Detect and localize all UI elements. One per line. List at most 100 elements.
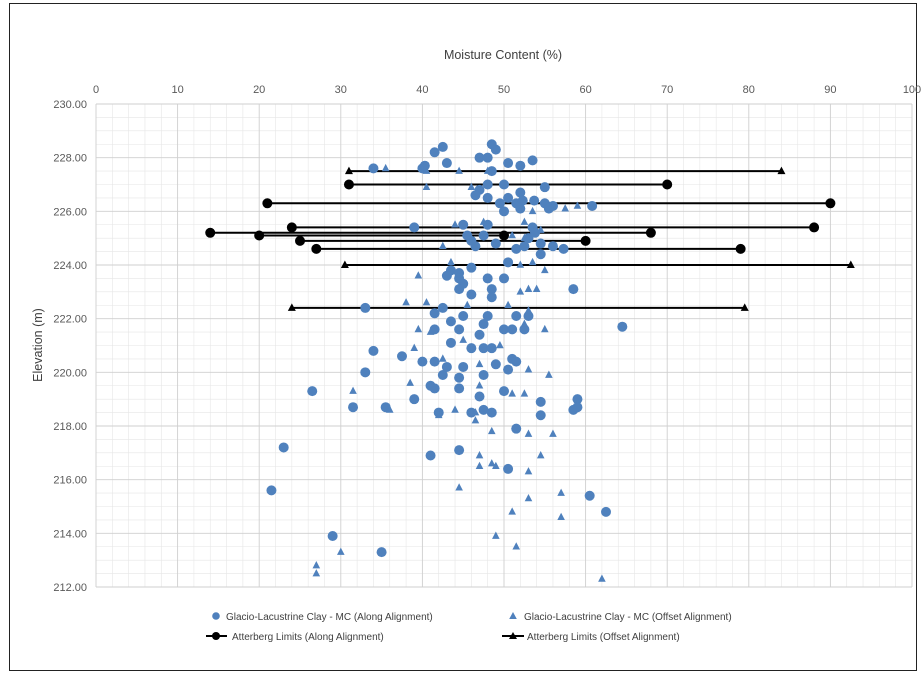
- mc-point-offset: [487, 426, 496, 435]
- mc-point-along: [429, 383, 440, 394]
- legend-label: Glacio-Lacustrine Clay - MC (Along Align…: [226, 612, 433, 623]
- mc-point-offset: [598, 574, 606, 582]
- mc-point-along: [454, 383, 465, 394]
- mc-point-along: [437, 141, 448, 152]
- legend-item-mc-offset: Glacio-Lacustrine Clay - MC (Offset Alig…: [509, 612, 732, 623]
- atterberg-limit-marker: [825, 198, 836, 209]
- mc-point-offset: [516, 287, 525, 295]
- mc-point-along: [543, 203, 554, 214]
- mc-point-along: [368, 345, 379, 356]
- y-tick-label: 216.00: [53, 475, 87, 487]
- mc-point-along: [368, 163, 379, 174]
- y-tick-label: 214.00: [53, 528, 87, 540]
- mc-point-along: [486, 343, 497, 354]
- y-tick-label: 218.00: [53, 421, 87, 433]
- mc-point-offset: [573, 201, 582, 209]
- mc-point-along: [474, 391, 485, 402]
- mc-point-along: [511, 243, 522, 254]
- mc-point-along: [478, 230, 489, 241]
- mc-point-offset: [312, 561, 321, 569]
- atterberg-limit-marker: [344, 166, 353, 175]
- atterberg-limit-marker: [846, 260, 855, 268]
- mc-point-offset: [520, 217, 529, 225]
- x-tick-label: 100: [903, 84, 921, 96]
- y-tick-label: 220.00: [53, 367, 87, 379]
- mc-point-along: [360, 302, 371, 313]
- mc-point-offset: [455, 483, 463, 491]
- mc-point-along: [376, 547, 387, 558]
- atterberg-limit-marker: [809, 222, 820, 233]
- mc-point-offset: [475, 451, 484, 459]
- mc-point-along: [474, 152, 485, 163]
- mc-point-along: [535, 410, 546, 421]
- mc-point-along: [437, 302, 448, 313]
- mc-point-offset: [463, 300, 472, 309]
- mc-point-along: [478, 343, 489, 354]
- mc-point-along: [445, 316, 456, 327]
- mc-point-offset: [483, 166, 492, 174]
- atterberg-limit-marker: [340, 260, 349, 268]
- mc-point-offset: [512, 542, 521, 550]
- mc-point-along: [539, 182, 550, 193]
- mc-point-along: [482, 192, 493, 203]
- mc-point-offset: [349, 386, 357, 394]
- mc-point-along: [466, 262, 477, 273]
- mc-point-offset: [524, 429, 533, 437]
- mc-point-along: [515, 160, 526, 171]
- mc-point-along: [441, 361, 452, 372]
- mc-point-along: [445, 337, 456, 348]
- mc-point-along: [486, 292, 497, 303]
- mc-point-offset: [406, 378, 414, 386]
- mc-point-along: [429, 356, 440, 367]
- y-tick-label: 224.00: [53, 260, 87, 272]
- atterberg-limit-marker: [499, 230, 509, 241]
- y-tick-label: 222.00: [53, 314, 87, 326]
- mc-point-along: [454, 284, 465, 295]
- mc-point-offset: [557, 488, 565, 496]
- x-tick-label: 20: [253, 84, 265, 96]
- mc-point-along: [470, 241, 481, 252]
- mc-point-along: [429, 147, 440, 158]
- mc-point-along: [278, 442, 289, 453]
- mc-point-along: [397, 351, 407, 362]
- mc-point-offset: [541, 265, 549, 274]
- mc-point-along: [425, 450, 436, 461]
- mc-point-along: [458, 310, 469, 321]
- mc-point-offset: [508, 230, 516, 239]
- mc-point-along: [601, 506, 611, 517]
- mc-point-along: [429, 308, 440, 319]
- legend-label: Atterberg Limits (Offset Alignment): [527, 632, 680, 643]
- mc-point-along: [482, 152, 493, 163]
- x-tick-label: 0: [93, 84, 99, 96]
- x-axis-title: Moisture Content (%): [444, 48, 562, 62]
- legend: Glacio-Lacustrine Clay - MC (Along Align…: [206, 612, 732, 643]
- mc-point-offset: [410, 343, 419, 351]
- mc-point-offset: [312, 569, 321, 577]
- mc-point-along: [499, 324, 509, 335]
- mc-point-offset: [475, 381, 484, 389]
- legend-label: Glacio-Lacustrine Clay - MC (Offset Alig…: [524, 612, 732, 623]
- mc-point-along: [409, 222, 420, 233]
- atterberg-limit-marker: [295, 235, 305, 246]
- x-tick-label: 40: [416, 84, 428, 96]
- mc-point-offset: [524, 284, 533, 292]
- x-tick-label: 10: [171, 84, 183, 96]
- mc-point-along: [419, 160, 430, 171]
- legend-item-atterberg-offset: Atterberg Limits (Offset Alignment): [502, 632, 680, 643]
- mc-point-along: [417, 356, 428, 367]
- mc-point-along: [558, 243, 569, 254]
- y-tick-label: 228.00: [53, 153, 87, 165]
- mc-point-offset: [434, 410, 443, 419]
- mc-point-offset: [402, 298, 410, 306]
- mc-point-along: [409, 394, 420, 405]
- mc-point-along: [478, 404, 489, 415]
- mc-point-offset: [492, 531, 500, 539]
- mc-point-along: [441, 270, 452, 281]
- mc-point-along: [327, 531, 338, 542]
- x-tick-label: 70: [661, 84, 673, 96]
- mc-point-offset: [459, 335, 467, 343]
- mc-point-offset: [479, 217, 488, 225]
- mc-point-offset: [439, 241, 447, 250]
- x-axis-tick-labels: 0 10 20 30 40 50 60 70 80 90 100: [93, 84, 921, 96]
- atterberg-limit-marker: [262, 198, 273, 209]
